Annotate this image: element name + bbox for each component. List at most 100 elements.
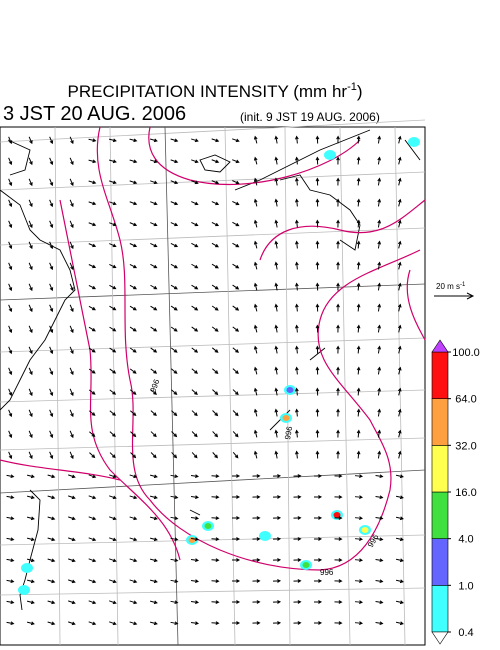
wind-arrow bbox=[28, 451, 33, 460]
wind-arrow bbox=[377, 450, 382, 459]
wind-arrows bbox=[6, 135, 404, 626]
wind-arrow bbox=[190, 600, 200, 605]
wind-arrow bbox=[191, 305, 199, 311]
wind-arrow bbox=[129, 222, 138, 227]
wind-arrow bbox=[69, 157, 74, 166]
wind-arrow bbox=[377, 324, 382, 333]
wind-arrow bbox=[397, 450, 402, 459]
wind-arrow bbox=[375, 621, 384, 626]
wind-arrow bbox=[274, 303, 279, 312]
wind-arrow bbox=[130, 431, 137, 438]
colorbar-segment bbox=[431, 585, 449, 633]
wind-arrow bbox=[375, 474, 384, 479]
wind-arrow bbox=[356, 240, 361, 249]
rain-cell bbox=[188, 537, 196, 543]
wind-arrow bbox=[150, 347, 158, 353]
wind-arrow bbox=[49, 367, 54, 376]
wind-arrow bbox=[109, 495, 117, 500]
wind-arrow bbox=[211, 263, 219, 269]
wind-arrow bbox=[170, 159, 179, 164]
wind-arrow bbox=[211, 305, 219, 311]
wind-arrow bbox=[375, 579, 384, 584]
wind-arrow bbox=[190, 621, 200, 626]
wind-arrow bbox=[68, 558, 76, 563]
wind-arrow bbox=[211, 495, 220, 499]
wind-arrow bbox=[272, 558, 282, 562]
wind-arrow bbox=[272, 474, 282, 478]
wind-arrow bbox=[170, 347, 178, 353]
wind-arrow bbox=[170, 474, 179, 479]
wind-arrow bbox=[397, 345, 402, 354]
wind-arrow bbox=[231, 621, 241, 625]
wind-arrow bbox=[232, 410, 239, 417]
wind-arrow bbox=[211, 242, 219, 248]
colorbar-label: 16.0 bbox=[455, 487, 476, 499]
wind-arrow bbox=[212, 389, 219, 396]
rain-cell bbox=[282, 415, 290, 421]
wind-arrow bbox=[232, 284, 240, 290]
wind-arrow bbox=[315, 429, 320, 438]
wind-arrow bbox=[150, 389, 157, 395]
wind-arrow bbox=[170, 284, 178, 290]
rain-cell bbox=[20, 587, 28, 593]
wind-arrow bbox=[377, 282, 382, 291]
wind-arrow bbox=[8, 178, 13, 187]
wind-arrow bbox=[313, 474, 323, 478]
wind-arrow bbox=[272, 495, 282, 499]
wind-arrow bbox=[354, 516, 364, 520]
rain-cell bbox=[410, 139, 418, 145]
wind-arrow bbox=[356, 282, 361, 291]
wind-arrow bbox=[68, 537, 76, 542]
wind-arrow bbox=[149, 579, 158, 584]
wind-arrow bbox=[8, 283, 13, 292]
wind-arrow bbox=[28, 367, 33, 376]
wind-arrow bbox=[109, 516, 117, 521]
wind-arrow bbox=[377, 219, 382, 228]
contour-label: 996 bbox=[283, 425, 294, 440]
wind-arrow bbox=[109, 410, 116, 416]
wind-arrow bbox=[109, 621, 117, 626]
wind-arrow bbox=[28, 262, 33, 271]
wind-arrow bbox=[356, 156, 361, 165]
wind-arrow bbox=[190, 474, 200, 479]
wind-arrow bbox=[315, 345, 320, 354]
wind-arrow bbox=[253, 324, 258, 333]
wind-arrow bbox=[149, 600, 158, 605]
wind-arrow bbox=[191, 347, 199, 353]
wind-arrow bbox=[211, 579, 220, 583]
wind-arrow bbox=[129, 579, 138, 584]
wind-arrow bbox=[336, 240, 340, 249]
wind-arrow bbox=[28, 241, 33, 250]
wind-arrow bbox=[28, 325, 33, 334]
wind-arrow bbox=[129, 263, 138, 269]
wind-arrow bbox=[232, 159, 240, 164]
wind-arrow bbox=[397, 366, 402, 375]
title: PRECIPITATION INTENSITY (mm hr-1) bbox=[67, 81, 362, 101]
wind-arrow bbox=[293, 621, 302, 625]
wind-arrow bbox=[47, 537, 56, 542]
wind-arrow bbox=[212, 431, 219, 438]
wind-arrow bbox=[313, 621, 323, 625]
wind-arrow bbox=[377, 198, 382, 207]
wind-arrow bbox=[252, 537, 261, 541]
wind-arrow bbox=[191, 368, 198, 374]
wind-arrow bbox=[191, 138, 199, 143]
wind-arrow bbox=[129, 474, 138, 479]
wind-arrow bbox=[150, 159, 158, 164]
wind-arrow bbox=[88, 264, 97, 269]
wind-arrow bbox=[109, 431, 116, 438]
wind-arrow bbox=[129, 201, 138, 206]
wind-arrow bbox=[274, 219, 279, 228]
wind-arrow bbox=[28, 157, 33, 166]
wind-arrow bbox=[356, 387, 361, 396]
wind-arrow bbox=[6, 621, 15, 626]
wind-arrow bbox=[28, 388, 33, 397]
wind-arrow bbox=[88, 579, 97, 584]
wind-arrow bbox=[395, 600, 404, 605]
wind-arrow bbox=[356, 408, 361, 417]
wind-arrow bbox=[49, 178, 54, 187]
wind-arrow bbox=[336, 366, 340, 375]
wind-arrow bbox=[6, 558, 15, 563]
wind-arrow bbox=[89, 452, 96, 459]
